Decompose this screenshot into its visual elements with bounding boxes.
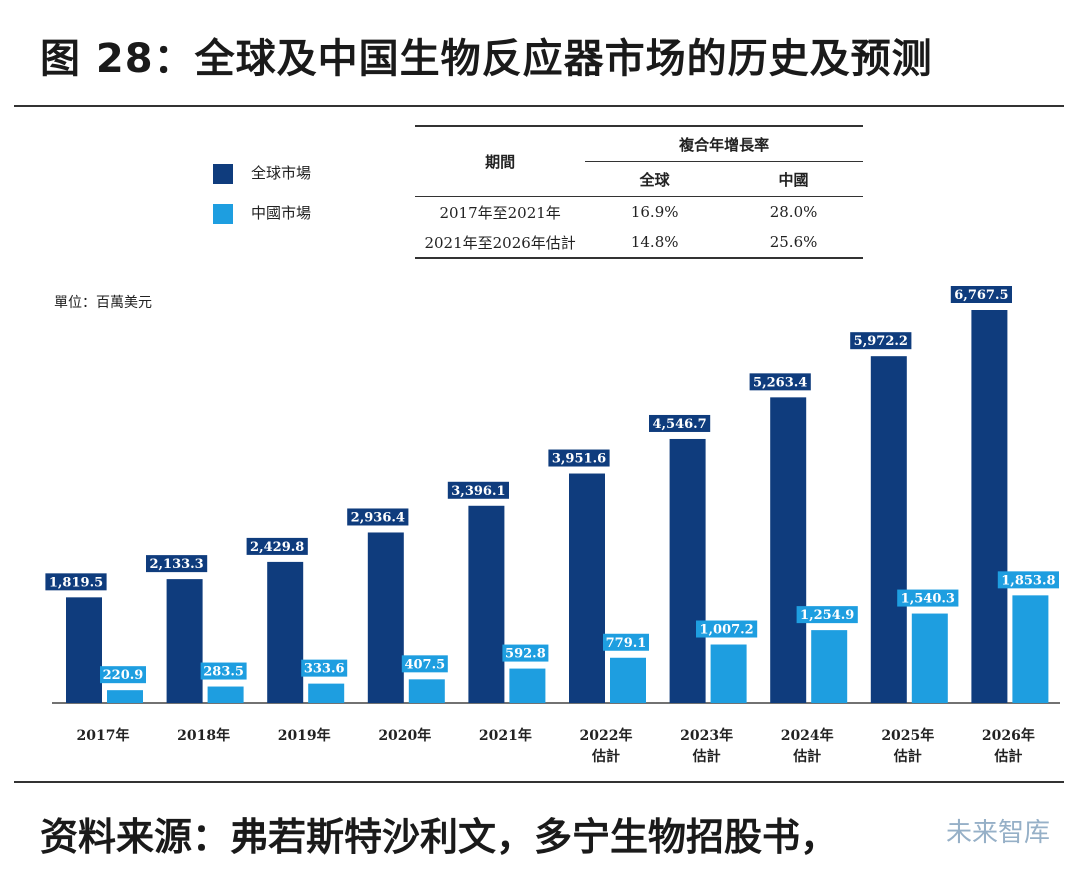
cagr-row-china: 28.0% <box>769 203 818 221</box>
data-label-global: 2,133.3 <box>149 557 203 572</box>
data-label-china-bg <box>502 644 549 662</box>
source-footer: 资料来源：弗若斯特沙利文，多宁生物招股书， <box>40 815 839 859</box>
x-tick-label: 2018年 <box>177 727 230 744</box>
bar-china <box>710 644 747 703</box>
data-label-global-bg <box>548 449 610 467</box>
data-label-global-bg <box>749 373 811 391</box>
bar-china <box>610 657 646 703</box>
data-label-global-bg <box>347 508 409 526</box>
data-label-china-bg <box>997 571 1059 589</box>
cagr-row-global: 16.9% <box>630 203 679 221</box>
bar-china <box>911 613 948 703</box>
cagr-row-period: 2017年至2021年 <box>439 203 561 222</box>
data-label-global: 2,429.8 <box>250 540 304 555</box>
watermark: 未来智库 <box>945 818 1050 848</box>
data-label-global: 5,263.4 <box>753 375 807 390</box>
cagr-row-period: 2021年至2026年估計 <box>424 233 576 252</box>
data-label-global: 2,936.4 <box>351 510 405 525</box>
bar-global <box>66 597 102 703</box>
data-label-global: 4,546.7 <box>652 417 706 432</box>
data-label-global-bg <box>649 414 711 432</box>
bar-global <box>267 561 304 703</box>
data-label-china-bg <box>100 666 146 684</box>
x-tick-label: 2024年 <box>781 727 834 744</box>
x-tick-label: 估計 <box>893 748 922 765</box>
cagr-table: 期間 複合年增長率 全球 中國 2017年至2021年 16.9% 28.0% … <box>415 125 863 259</box>
legend-china: 中國市場 <box>213 202 311 224</box>
legend-china-swatch <box>213 203 233 224</box>
data-label-china: 1,853.8 <box>1001 573 1055 588</box>
data-label-china-bg <box>696 620 758 638</box>
data-label-china: 407.5 <box>404 657 445 672</box>
bar-china <box>107 690 143 703</box>
data-label-china-bg <box>796 606 858 624</box>
cagr-row-global: 14.8% <box>630 233 679 251</box>
data-label-global: 6,767.5 <box>954 288 1008 303</box>
bar-global <box>468 505 505 703</box>
legend-global-label: 全球市場 <box>251 164 312 182</box>
x-tick-label: 估計 <box>792 748 821 765</box>
data-label-china: 779.1 <box>606 636 647 651</box>
cagr-group-header: 複合年增長率 <box>585 127 863 162</box>
bar-global <box>166 579 203 703</box>
bar-global <box>669 438 706 703</box>
bar-china <box>1012 595 1049 703</box>
x-tick-label: 2023年 <box>680 727 733 744</box>
x-tick-label: 估計 <box>692 748 721 765</box>
data-label-global: 1,819.5 <box>49 575 103 590</box>
bar-global <box>971 310 1008 703</box>
bar-chart: 1,819.5 220.9 2017年 2,133.3 283.5 2018年 2,429.… <box>45 286 1060 765</box>
data-label-global-bg <box>850 332 912 350</box>
data-label-global: 3,396.1 <box>451 484 505 499</box>
bar-china <box>308 683 345 703</box>
cagr-period-header: 期間 <box>485 153 516 171</box>
x-tick-label: 2025年 <box>881 727 934 744</box>
data-label-global-bg <box>45 573 107 591</box>
unit-label: 單位：百萬美元 <box>54 295 152 311</box>
data-label-china: 333.6 <box>304 662 345 677</box>
data-label-china: 283.5 <box>203 665 244 680</box>
data-label-global: 5,972.2 <box>854 334 908 349</box>
x-tick-label: 估計 <box>993 748 1022 765</box>
data-label-china-bg <box>301 659 348 677</box>
bar-global <box>770 397 807 703</box>
data-label-china-bg <box>401 655 448 673</box>
figure-title: 图 28：全球及中国生物反应器市场的历史及预测 <box>40 36 933 82</box>
data-label-china: 1,540.3 <box>901 592 955 607</box>
x-tick-label: 2019年 <box>278 727 331 744</box>
cagr-row-china: 25.6% <box>769 233 818 251</box>
data-label-china-bg <box>603 633 649 651</box>
data-label-global-bg <box>246 537 308 555</box>
x-tick-label: 2026年 <box>982 727 1035 744</box>
bar-global <box>870 356 907 703</box>
x-tick-label: 2017年 <box>77 727 130 744</box>
bar-china <box>408 679 445 703</box>
bar-china <box>509 668 546 703</box>
data-label-global-bg <box>146 555 208 573</box>
data-label-china: 220.9 <box>103 668 144 683</box>
cagr-col-china: 中國 <box>778 170 809 189</box>
cagr-col-global: 全球 <box>639 170 670 189</box>
legend-global: 全球市場 <box>213 162 311 184</box>
data-label-china: 1,254.9 <box>800 608 854 623</box>
data-label-china: 1,007.2 <box>699 623 753 638</box>
data-label-global-bg <box>447 481 509 499</box>
data-label-china-bg <box>200 662 247 680</box>
bar-china <box>811 630 848 703</box>
bar-global <box>367 532 404 703</box>
data-label-global-bg <box>950 286 1012 303</box>
x-tick-label: 2022年 <box>580 727 633 744</box>
x-tick-label: 估計 <box>591 748 620 765</box>
legend-china-label: 中國市場 <box>251 204 312 222</box>
top-rule <box>14 105 1064 107</box>
data-label-china-bg <box>897 589 959 607</box>
bar-china <box>207 686 244 703</box>
data-label-china: 592.8 <box>505 647 546 662</box>
bar-global <box>569 473 605 703</box>
x-tick-label: 2020年 <box>378 727 431 744</box>
bottom-rule <box>14 781 1064 783</box>
x-tick-label: 2021年 <box>479 727 532 744</box>
legend-global-swatch <box>213 163 233 184</box>
data-label-global: 3,951.6 <box>552 452 606 467</box>
